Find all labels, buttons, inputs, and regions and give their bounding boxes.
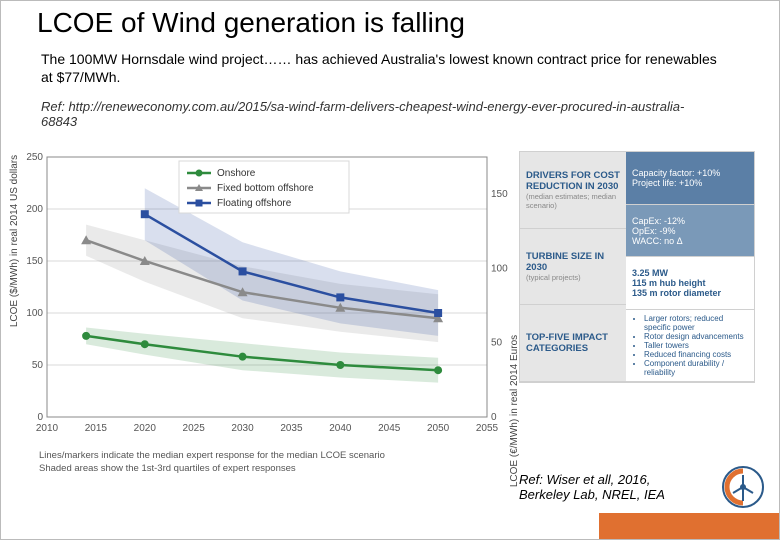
turbine-title: TURBINE SIZE IN 2030	[526, 251, 620, 273]
turbine-val1: 3.25 MW	[632, 268, 748, 278]
caption-line-1: Lines/markers indicate the median expert…	[39, 450, 385, 461]
bar2-line3: WACC: no Δ	[632, 236, 748, 246]
svg-text:0: 0	[491, 412, 497, 423]
capacity-bar: Capacity factor: +10% Project life: +10%	[626, 152, 754, 205]
svg-text:2055: 2055	[476, 423, 499, 434]
slide: LCOE of Wind generation is falling The 1…	[0, 0, 780, 540]
svg-text:250: 250	[26, 152, 43, 163]
drivers-title: DRIVERS FOR COST REDUCTION IN 2030	[526, 170, 620, 192]
svg-text:2045: 2045	[378, 423, 401, 434]
svg-text:2015: 2015	[85, 423, 108, 434]
svg-text:50: 50	[491, 338, 503, 349]
svg-text:2010: 2010	[36, 423, 59, 434]
bullet-item: Rotor design advancements	[644, 332, 748, 341]
svg-text:100: 100	[491, 263, 508, 274]
bar1-line1: Capacity factor: +10%	[632, 168, 748, 178]
svg-text:150: 150	[491, 189, 508, 200]
svg-text:2050: 2050	[427, 423, 450, 434]
turbine-values: 3.25 MW 115 m hub height 135 m rotor dia…	[626, 257, 754, 310]
svg-text:200: 200	[26, 204, 43, 215]
impact-header: TOP-FIVE IMPACT CATEGORIES	[520, 305, 626, 382]
caption-line-2: Shaded areas show the 1st-3rd quartiles …	[39, 463, 296, 474]
impact-title: TOP-FIVE IMPACT CATEGORIES	[526, 332, 620, 354]
bullet-list: Larger rotors; reduced specific power Ro…	[632, 314, 748, 377]
turbine-val3: 135 m rotor diameter	[632, 288, 748, 298]
bullet-item: Taller towers	[644, 341, 748, 350]
svg-text:2020: 2020	[134, 423, 157, 434]
lcoe-chart: LCOE ($/MWh) in real 2014 US dollars LCO…	[13, 151, 513, 481]
capex-bar: CapEx: -12% OpEx: -9% WACC: no Δ	[626, 205, 754, 258]
svg-text:2035: 2035	[280, 423, 303, 434]
svg-text:100: 100	[26, 308, 43, 319]
bullet-item: Larger rotors; reduced specific power	[644, 314, 748, 332]
turbine-val2: 115 m hub height	[632, 278, 748, 288]
svg-text:2030: 2030	[231, 423, 254, 434]
chart-caption: Lines/markers indicate the median expert…	[39, 450, 493, 475]
logo-icon	[721, 465, 765, 509]
drivers-panel: DRIVERS FOR COST REDUCTION IN 2030 (medi…	[519, 151, 755, 383]
reference-1: Ref: http://reneweconomy.com.au/2015/sa-…	[41, 99, 719, 129]
footer-accent	[599, 513, 779, 539]
svg-text:0: 0	[37, 412, 43, 423]
turbine-header: TURBINE SIZE IN 2030 (typical projects)	[520, 229, 626, 306]
bar2-line2: OpEx: -9%	[632, 226, 748, 236]
svg-text:Floating offshore: Floating offshore	[217, 198, 292, 209]
reference-2: Ref: Wiser et all, 2016, Berkeley Lab, N…	[519, 472, 679, 503]
bar2-line1: CapEx: -12%	[632, 216, 748, 226]
svg-text:Onshore: Onshore	[217, 168, 256, 179]
slide-title: LCOE of Wind generation is falling	[37, 7, 465, 39]
y-axis-left-label: LCOE ($/MWh) in real 2014 US dollars	[9, 101, 20, 381]
drivers-header: DRIVERS FOR COST REDUCTION IN 2030 (medi…	[520, 152, 626, 229]
bar1-line2: Project life: +10%	[632, 178, 748, 188]
bullet-item: Component durability / reliability	[644, 359, 748, 377]
bullet-item: Reduced financing costs	[644, 350, 748, 359]
chart-svg: 0 50 100 150 200 250 0 50 100 150 2010 2015 2020 2025…	[13, 151, 513, 451]
svg-text:Fixed bottom offshore: Fixed bottom offshore	[217, 183, 314, 194]
svg-text:150: 150	[26, 256, 43, 267]
svg-text:2025: 2025	[183, 423, 206, 434]
slide-subtitle: The 100MW Hornsdale wind project…… has a…	[41, 51, 719, 86]
impact-bullets: Larger rotors; reduced specific power Ro…	[626, 310, 754, 382]
drivers-sub: (median estimates; median scenario)	[526, 192, 620, 210]
turbine-sub: (typical projects)	[526, 273, 620, 282]
svg-text:2040: 2040	[329, 423, 352, 434]
svg-text:50: 50	[32, 360, 44, 371]
